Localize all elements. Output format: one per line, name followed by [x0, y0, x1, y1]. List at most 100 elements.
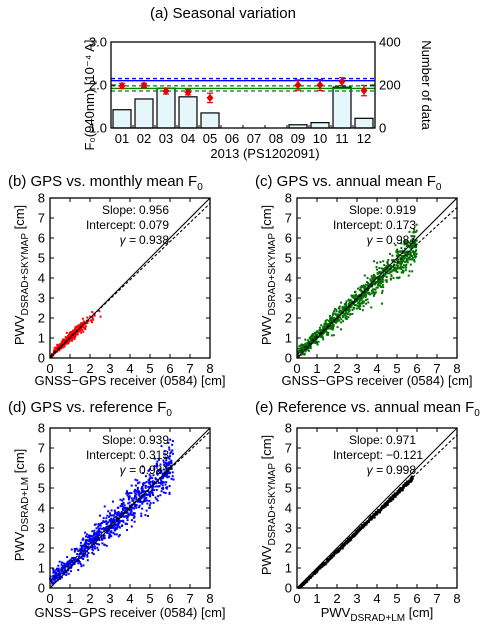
- data-point: [300, 344, 303, 347]
- data-point: [404, 260, 407, 263]
- data-point: [106, 530, 109, 533]
- data-point: [160, 482, 163, 485]
- data-point: [335, 550, 338, 553]
- data-point: [101, 527, 104, 530]
- monthly-mean-point: [140, 81, 148, 90]
- intercept-label: Intercept:: [86, 218, 136, 232]
- data-point: [62, 571, 65, 574]
- data-point: [59, 577, 62, 580]
- monthly-mean-point: [338, 77, 346, 86]
- data-point: [62, 565, 65, 568]
- data-point: [343, 306, 346, 309]
- data-point: [350, 538, 353, 541]
- data-point: [72, 331, 75, 334]
- month-label: 05: [203, 131, 217, 146]
- data-point: [136, 488, 139, 491]
- gamma-value: 0.987: [386, 233, 416, 247]
- data-point: [341, 316, 344, 319]
- data-point: [381, 505, 384, 508]
- data-point: [164, 492, 167, 495]
- slope-value: 0.971: [386, 433, 416, 447]
- data-point: [400, 265, 403, 268]
- data-point: [381, 280, 384, 283]
- data-point: [98, 310, 101, 313]
- panel-d-xlabel: GNSS−GPS receiver (0584) [cm]: [34, 605, 225, 620]
- data-point: [52, 574, 55, 577]
- data-point: [339, 309, 342, 312]
- data-point: [118, 526, 121, 529]
- data-point: [322, 326, 325, 329]
- gamma-value: 0.998: [386, 463, 416, 477]
- data-point: [410, 258, 413, 261]
- data-point: [111, 525, 114, 528]
- data-point: [363, 274, 366, 277]
- x-tick-label: 2: [86, 591, 93, 606]
- data-point: [316, 331, 319, 334]
- data-point: [99, 522, 102, 525]
- data-point: [304, 346, 307, 349]
- data-point: [375, 286, 378, 289]
- data-point: [351, 312, 354, 315]
- data-point: [415, 246, 418, 249]
- data-point: [329, 320, 332, 323]
- data-point: [336, 318, 339, 321]
- data-point: [95, 527, 98, 530]
- y-tick-label: 0: [285, 351, 292, 366]
- data-point: [371, 290, 374, 293]
- data-point: [139, 499, 142, 502]
- y-tick-label: 5: [38, 481, 45, 496]
- data-point: [317, 568, 320, 571]
- data-point: [367, 301, 370, 304]
- data-point: [405, 250, 408, 253]
- data-point: [403, 243, 406, 246]
- data-point: [405, 260, 408, 263]
- y-tick-label: 7: [38, 441, 45, 456]
- data-point: [400, 268, 403, 271]
- data-point: [77, 555, 80, 558]
- panel-c-title: (c) GPS vs. annual mean F0: [255, 173, 442, 193]
- data-point: [117, 520, 120, 523]
- data-point: [87, 546, 90, 549]
- data-point: [97, 525, 100, 528]
- data-point: [92, 318, 95, 321]
- data-point: [118, 521, 121, 524]
- x-tick-label: 6: [166, 591, 173, 606]
- data-point: [301, 584, 304, 587]
- y-tick-label: 6: [285, 461, 292, 476]
- data-point: [155, 488, 158, 491]
- data-point: [82, 320, 85, 323]
- data-point: [167, 467, 170, 470]
- data-point: [151, 488, 154, 491]
- data-point: [338, 319, 341, 322]
- data-point: [303, 348, 306, 351]
- data-point: [110, 517, 113, 520]
- data-point: [415, 255, 418, 258]
- data-point: [107, 527, 110, 530]
- data-point: [374, 512, 377, 515]
- data-point: [77, 330, 80, 333]
- data-point: [84, 328, 87, 331]
- data-point: [113, 533, 116, 536]
- data-point: [413, 243, 416, 246]
- data-point: [337, 548, 340, 551]
- data-point: [304, 350, 307, 353]
- x-tick-label: 5: [146, 591, 153, 606]
- data-point: [124, 515, 127, 518]
- data-point: [392, 277, 395, 280]
- data-point: [377, 281, 380, 284]
- data-point: [394, 266, 397, 269]
- data-point: [144, 486, 147, 489]
- data-point: [150, 489, 153, 492]
- data-point: [404, 264, 407, 267]
- data-point: [152, 489, 155, 492]
- data-point: [100, 537, 103, 540]
- data-point: [412, 241, 415, 244]
- data-point: [70, 557, 73, 560]
- data-point: [144, 514, 147, 517]
- data-point: [103, 534, 106, 537]
- data-point: [73, 330, 76, 333]
- x-tick-label: 0: [46, 361, 53, 376]
- data-point: [345, 539, 348, 542]
- data-point: [148, 473, 151, 476]
